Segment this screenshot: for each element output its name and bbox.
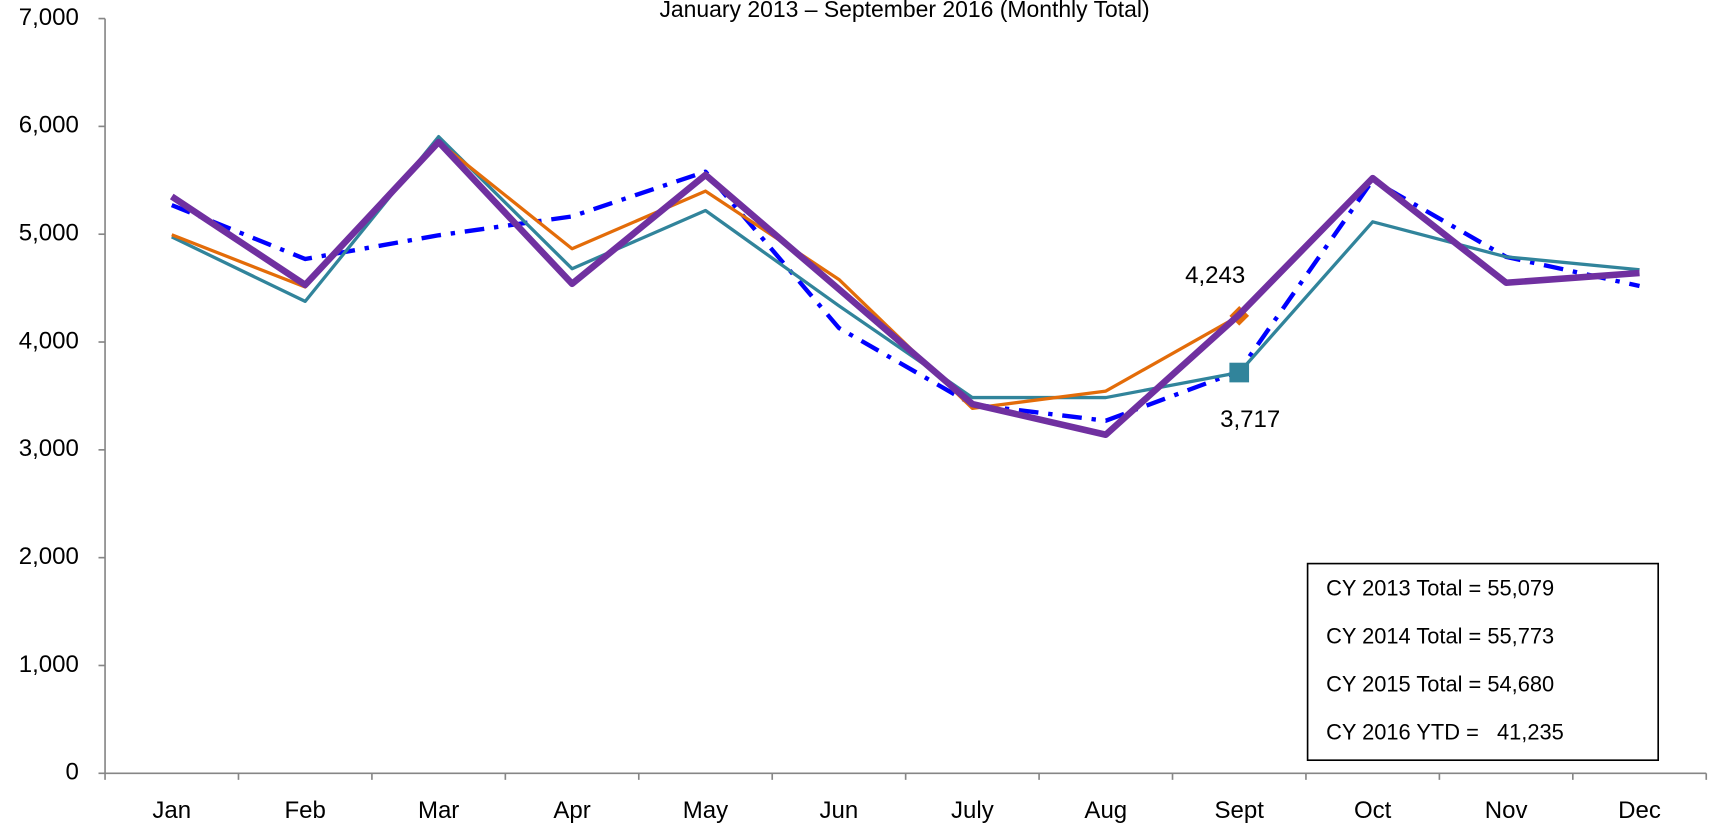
y-tick-label: 4,000	[19, 327, 79, 354]
x-tick-label: Nov	[1485, 797, 1528, 824]
note: CY 2014 Total = 55,773	[1326, 624, 1554, 649]
y-tick-label: 1,000	[19, 651, 79, 678]
x-tick-label: Dec	[1618, 797, 1661, 824]
y-tick-label: 6,000	[19, 112, 79, 139]
x-tick-label: Feb	[285, 797, 326, 824]
notes-box	[1306, 562, 1660, 762]
x-tick-label: Jan	[152, 797, 191, 824]
y-tick-label: 3,000	[19, 435, 79, 462]
x-tick-label: Oct	[1354, 797, 1392, 824]
x-tick-label: Apr	[553, 797, 590, 824]
y-tick-label: 5,000	[19, 220, 79, 247]
note: CY 2015 Total = 54,680	[1326, 672, 1554, 697]
series-line	[171, 134, 1640, 400]
y-tick-label: 0	[65, 759, 78, 786]
x-tick-label: Sept	[1215, 797, 1265, 824]
note: CY 2013 Total = 55,079	[1326, 576, 1554, 601]
y-tick-label: 2,000	[19, 543, 79, 570]
chart-title: January 2013 – September 2016 (Monthly T…	[659, 0, 1149, 22]
series-line	[171, 140, 1241, 410]
x-tick-label: Mar	[418, 797, 459, 824]
x-tick-label: May	[683, 797, 728, 824]
x-tick-label: Aug	[1084, 797, 1127, 824]
y-tick-label: 7,000	[19, 4, 79, 31]
series-line	[169, 138, 1640, 439]
note: CY 2016 YTD = 41,235	[1326, 720, 1564, 745]
data-label: 4,243	[1185, 262, 1245, 289]
x-tick-label: Jun	[820, 797, 859, 824]
marker	[1229, 362, 1250, 383]
series-line	[170, 169, 1641, 423]
data-label: 3,717	[1220, 406, 1280, 433]
x-tick-label: July	[951, 797, 994, 824]
